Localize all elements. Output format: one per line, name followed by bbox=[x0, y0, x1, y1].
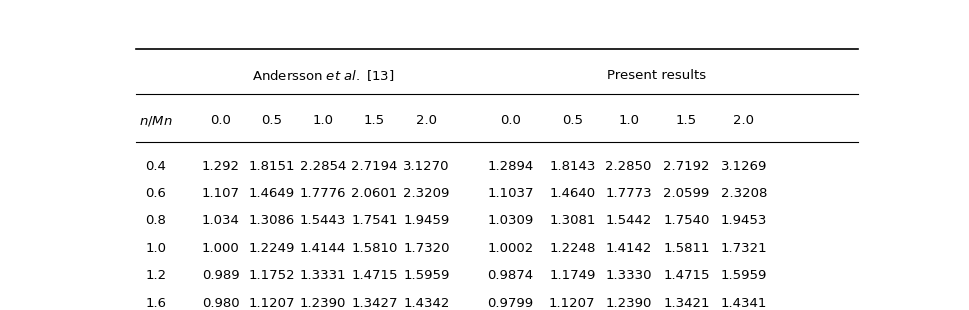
Text: 1.4142: 1.4142 bbox=[605, 242, 651, 255]
Text: 1.3427: 1.3427 bbox=[351, 297, 397, 310]
Text: 1.2: 1.2 bbox=[145, 269, 167, 282]
Text: 1.7540: 1.7540 bbox=[663, 215, 709, 228]
Text: 1.0309: 1.0309 bbox=[487, 215, 533, 228]
Text: 2.0601: 2.0601 bbox=[351, 187, 397, 200]
Text: 2.0599: 2.0599 bbox=[663, 187, 709, 200]
Text: 1.0: 1.0 bbox=[312, 114, 333, 127]
Text: 1.0: 1.0 bbox=[617, 114, 639, 127]
Text: 1.7776: 1.7776 bbox=[299, 187, 346, 200]
Text: 1.4341: 1.4341 bbox=[720, 297, 766, 310]
Text: 1.8151: 1.8151 bbox=[248, 160, 295, 173]
Text: 1.4144: 1.4144 bbox=[299, 242, 346, 255]
Text: 2.7192: 2.7192 bbox=[663, 160, 709, 173]
Text: 1.9453: 1.9453 bbox=[720, 215, 766, 228]
Text: Present results: Present results bbox=[607, 69, 705, 82]
Text: 1.2249: 1.2249 bbox=[248, 242, 295, 255]
Text: 0.989: 0.989 bbox=[202, 269, 239, 282]
Text: 1.3421: 1.3421 bbox=[663, 297, 709, 310]
Text: 1.2390: 1.2390 bbox=[605, 297, 651, 310]
Text: 1.0002: 1.0002 bbox=[487, 242, 533, 255]
Text: 1.5810: 1.5810 bbox=[351, 242, 397, 255]
Text: 1.000: 1.000 bbox=[202, 242, 239, 255]
Text: 1.5: 1.5 bbox=[675, 114, 697, 127]
Text: 1.3086: 1.3086 bbox=[248, 215, 295, 228]
Text: 1.7320: 1.7320 bbox=[403, 242, 450, 255]
Text: 1.5442: 1.5442 bbox=[605, 215, 651, 228]
Text: 0.0: 0.0 bbox=[500, 114, 520, 127]
Text: 0.980: 0.980 bbox=[202, 297, 239, 310]
Text: 1.1749: 1.1749 bbox=[548, 269, 595, 282]
Text: Andersson $\it{et}$ $\it{al.}$ [13]: Andersson $\it{et}$ $\it{al.}$ [13] bbox=[252, 68, 394, 83]
Text: 0.5: 0.5 bbox=[261, 114, 282, 127]
Text: 1.7321: 1.7321 bbox=[720, 242, 766, 255]
Text: 1.5: 1.5 bbox=[363, 114, 385, 127]
Text: 1.2248: 1.2248 bbox=[548, 242, 595, 255]
Text: 0.8: 0.8 bbox=[145, 215, 166, 228]
Text: 3.1270: 3.1270 bbox=[403, 160, 450, 173]
Text: 1.4715: 1.4715 bbox=[663, 269, 709, 282]
Text: 0.9874: 0.9874 bbox=[487, 269, 533, 282]
Text: 1.2894: 1.2894 bbox=[487, 160, 533, 173]
Text: 3.1269: 3.1269 bbox=[720, 160, 766, 173]
Text: 1.3081: 1.3081 bbox=[548, 215, 595, 228]
Text: 1.5443: 1.5443 bbox=[299, 215, 346, 228]
Text: 1.1752: 1.1752 bbox=[248, 269, 295, 282]
Text: 2.0: 2.0 bbox=[733, 114, 754, 127]
Text: 2.7194: 2.7194 bbox=[351, 160, 397, 173]
Text: 1.1207: 1.1207 bbox=[548, 297, 595, 310]
Text: 1.034: 1.034 bbox=[202, 215, 239, 228]
Text: 0.9799: 0.9799 bbox=[487, 297, 533, 310]
Text: 1.3331: 1.3331 bbox=[299, 269, 346, 282]
Text: 1.4640: 1.4640 bbox=[548, 187, 595, 200]
Text: 1.9459: 1.9459 bbox=[403, 215, 449, 228]
Text: 1.5811: 1.5811 bbox=[663, 242, 709, 255]
Text: 1.4342: 1.4342 bbox=[403, 297, 450, 310]
Text: 2.3208: 2.3208 bbox=[720, 187, 766, 200]
Text: 0.6: 0.6 bbox=[145, 187, 166, 200]
Text: 1.4649: 1.4649 bbox=[248, 187, 295, 200]
Text: 1.7773: 1.7773 bbox=[605, 187, 651, 200]
Text: 1.3330: 1.3330 bbox=[605, 269, 651, 282]
Text: 1.7541: 1.7541 bbox=[351, 215, 397, 228]
Text: 1.1037: 1.1037 bbox=[486, 187, 533, 200]
Text: 1.5959: 1.5959 bbox=[720, 269, 766, 282]
Text: 1.6: 1.6 bbox=[145, 297, 166, 310]
Text: 1.2390: 1.2390 bbox=[299, 297, 346, 310]
Text: 1.292: 1.292 bbox=[202, 160, 239, 173]
Text: $\it{n}$/$\it{Mn}$: $\it{n}$/$\it{Mn}$ bbox=[139, 114, 172, 128]
Text: 1.5959: 1.5959 bbox=[403, 269, 450, 282]
Text: 1.8143: 1.8143 bbox=[548, 160, 595, 173]
Text: 0.5: 0.5 bbox=[561, 114, 582, 127]
Text: 2.0: 2.0 bbox=[416, 114, 436, 127]
Text: 1.1207: 1.1207 bbox=[248, 297, 295, 310]
Text: 1.107: 1.107 bbox=[202, 187, 239, 200]
Text: 2.2854: 2.2854 bbox=[299, 160, 346, 173]
Text: 2.2850: 2.2850 bbox=[605, 160, 651, 173]
Text: 2.3209: 2.3209 bbox=[403, 187, 450, 200]
Text: 1.4715: 1.4715 bbox=[351, 269, 397, 282]
Text: 0.0: 0.0 bbox=[210, 114, 231, 127]
Text: 0.4: 0.4 bbox=[145, 160, 166, 173]
Text: 1.0: 1.0 bbox=[145, 242, 166, 255]
